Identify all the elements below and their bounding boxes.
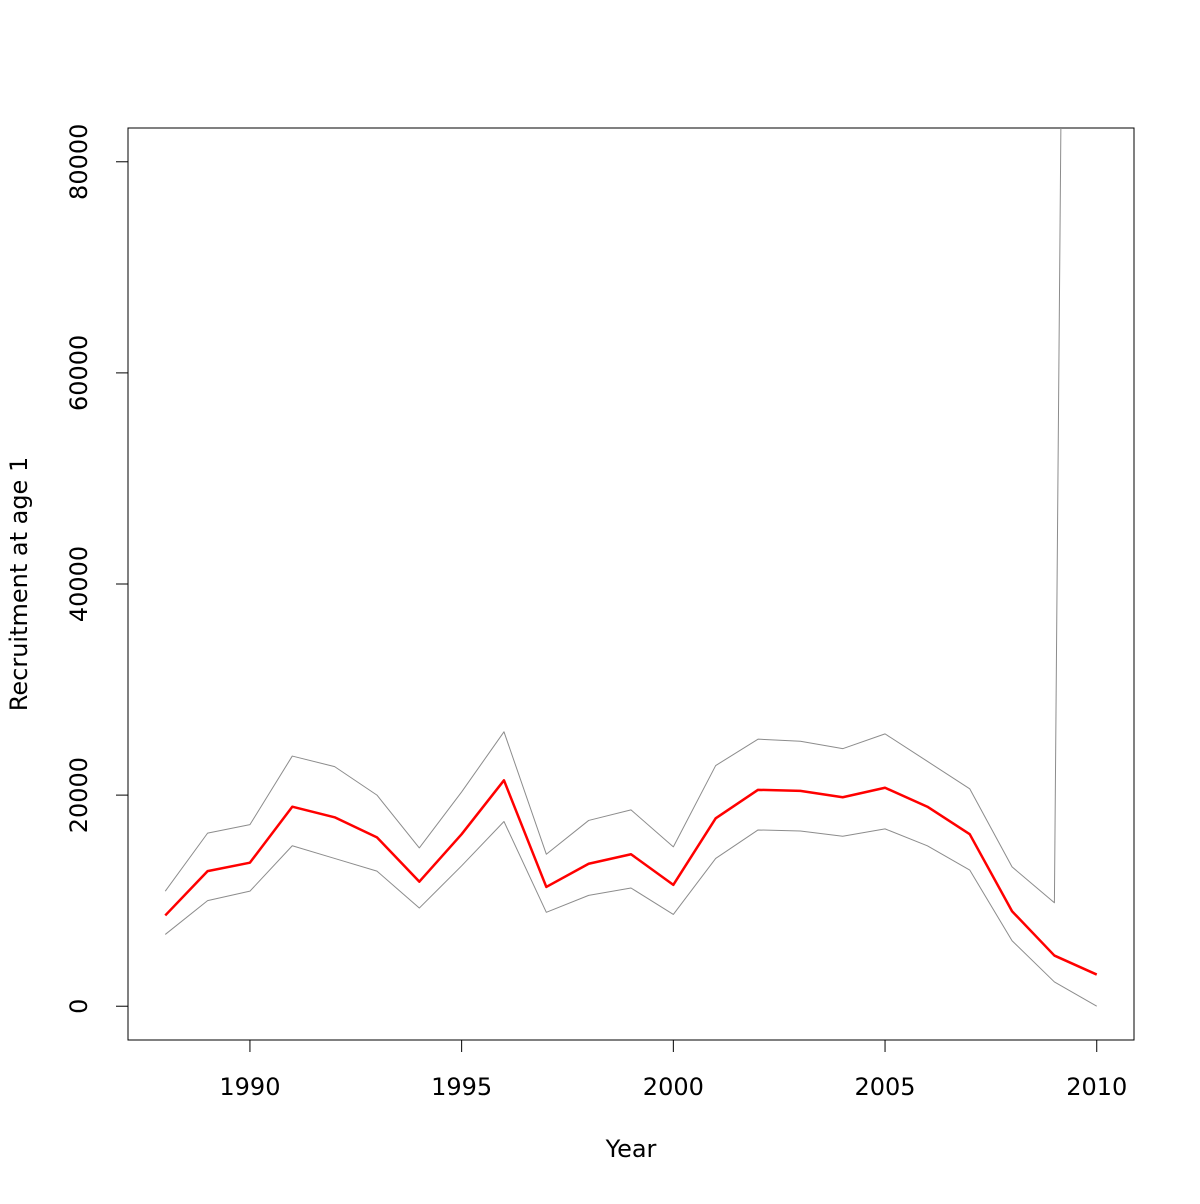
x-tick-label: 2005 <box>855 1073 916 1101</box>
y-tick-label: 20000 <box>65 757 93 833</box>
x-tick-label: 2000 <box>643 1073 704 1101</box>
x-tick-label: 1995 <box>431 1073 492 1101</box>
bound-line <box>164 821 1097 1007</box>
y-tick-label: 60000 <box>65 335 93 411</box>
y-tick-label: 0 <box>65 999 93 1014</box>
y-tick-label: 40000 <box>65 546 93 622</box>
x-axis-label: Year <box>605 1135 657 1163</box>
y-axis-label: Recruitment at age 1 <box>5 457 33 711</box>
estimate-line <box>164 779 1098 976</box>
x-tick-label: 1990 <box>219 1073 280 1101</box>
bound-line <box>164 128 1062 904</box>
x-tick-label: 2010 <box>1066 1073 1127 1101</box>
plot-area <box>164 128 1098 1007</box>
plot-frame <box>127 127 1135 1041</box>
y-tick-label: 80000 <box>65 124 93 200</box>
